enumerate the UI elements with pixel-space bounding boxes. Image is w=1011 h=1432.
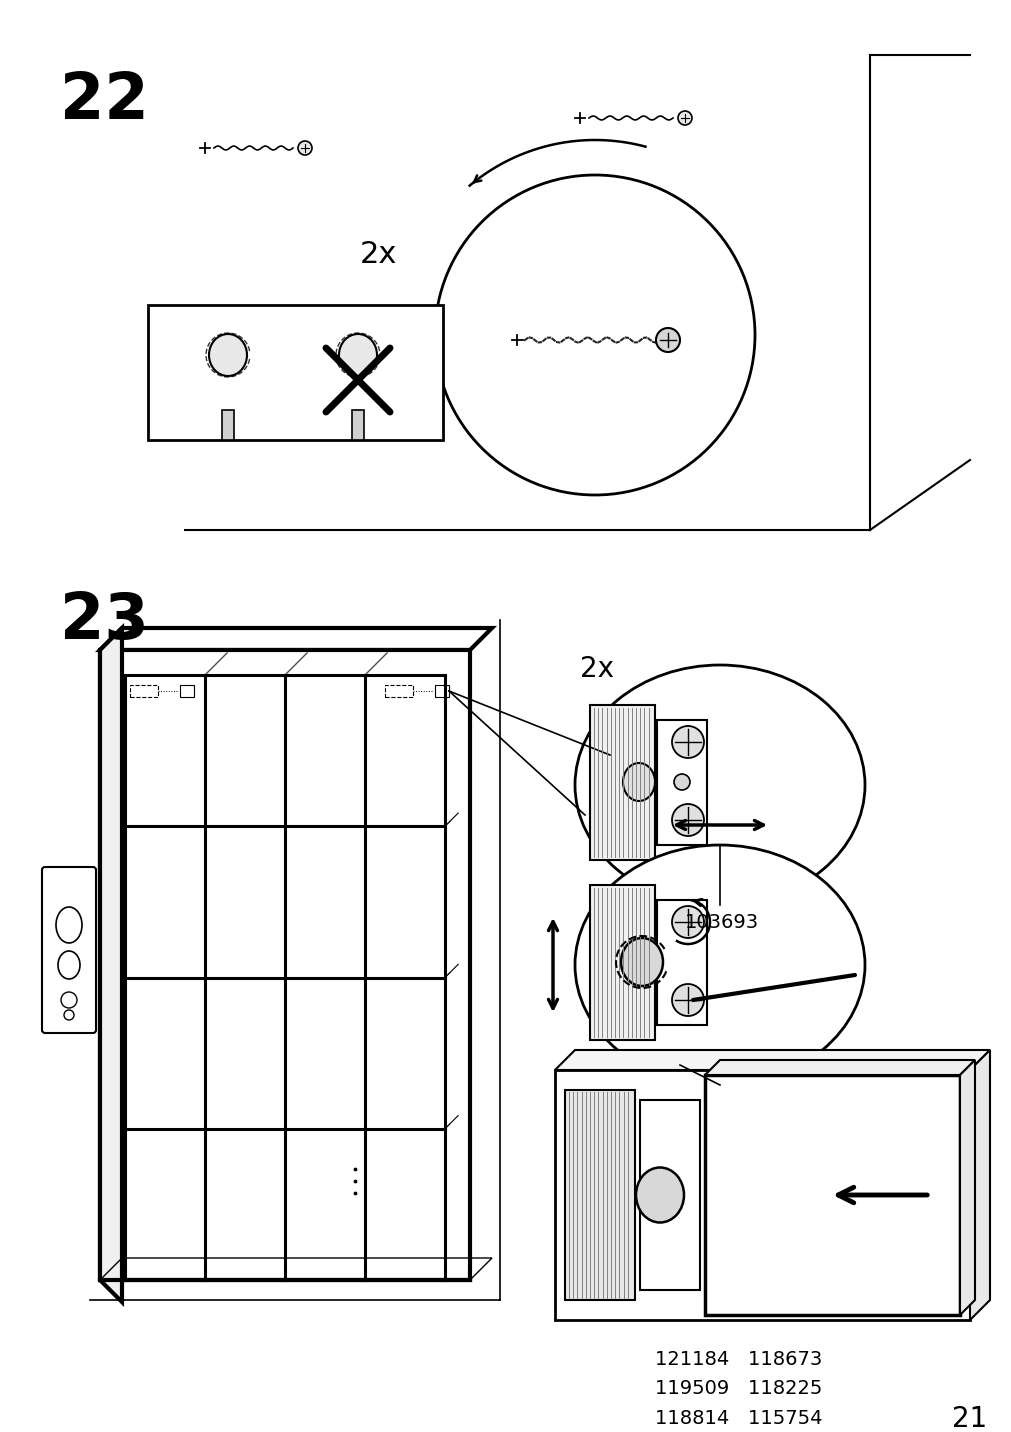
Ellipse shape xyxy=(209,334,247,377)
Circle shape xyxy=(673,775,690,790)
Polygon shape xyxy=(959,1060,974,1315)
Circle shape xyxy=(671,803,704,836)
Polygon shape xyxy=(100,629,122,1302)
Bar xyxy=(639,1100,700,1290)
Text: 23: 23 xyxy=(60,590,149,652)
Text: 21: 21 xyxy=(951,1405,987,1432)
Text: 2x: 2x xyxy=(579,654,614,683)
FancyBboxPatch shape xyxy=(42,866,96,1032)
Circle shape xyxy=(671,906,704,938)
Bar xyxy=(554,1070,969,1320)
Text: 22: 22 xyxy=(60,70,149,132)
Bar xyxy=(180,684,194,697)
Bar xyxy=(384,684,412,697)
Bar xyxy=(352,410,364,440)
Circle shape xyxy=(677,112,692,125)
Polygon shape xyxy=(969,1050,989,1320)
Bar xyxy=(564,1090,634,1300)
Bar xyxy=(589,705,654,861)
Circle shape xyxy=(671,726,704,758)
Polygon shape xyxy=(100,629,491,650)
Polygon shape xyxy=(554,1050,989,1070)
Ellipse shape xyxy=(574,845,864,1085)
Circle shape xyxy=(297,140,311,155)
Bar xyxy=(656,720,707,845)
Text: 121184   118673
119509   118225
118814   115754: 121184 118673 119509 118225 118814 11575… xyxy=(654,1350,822,1428)
Bar xyxy=(705,1075,959,1315)
Ellipse shape xyxy=(635,1167,683,1223)
Bar xyxy=(129,684,158,697)
Ellipse shape xyxy=(559,1065,800,1264)
Bar xyxy=(589,885,654,1040)
Ellipse shape xyxy=(621,938,662,987)
Ellipse shape xyxy=(623,763,654,800)
Ellipse shape xyxy=(574,664,864,905)
Circle shape xyxy=(671,984,704,1015)
Bar xyxy=(100,650,469,1280)
Ellipse shape xyxy=(339,334,377,377)
Text: 2x: 2x xyxy=(360,241,397,269)
Polygon shape xyxy=(705,1060,974,1075)
Bar xyxy=(435,684,449,697)
Circle shape xyxy=(655,328,679,352)
FancyArrowPatch shape xyxy=(837,1187,926,1203)
Bar xyxy=(148,305,443,440)
Text: 103693: 103693 xyxy=(684,914,758,932)
Bar xyxy=(221,410,234,440)
Bar xyxy=(656,899,707,1025)
